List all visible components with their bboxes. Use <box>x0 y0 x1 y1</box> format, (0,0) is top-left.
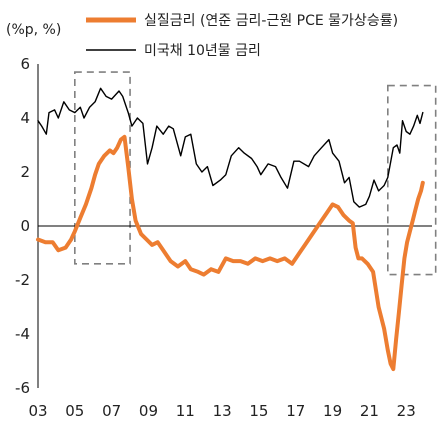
axes: 6 4 2 0 -2 -4 -6 03 05 07 09 11 13 15 17 19 21 23 <box>15 55 432 420</box>
legend: 실질금리 (연준 금리-근원 PCE 물가상승률) 미국채 10년물 금리 <box>86 13 398 59</box>
x-tick-label: 09 <box>139 402 158 420</box>
x-tick-label: 07 <box>102 402 121 420</box>
highlight-box-2 <box>387 84 437 276</box>
x-tick-label: 05 <box>65 402 84 420</box>
series-lines <box>36 87 425 372</box>
y-unit-label: (%p, %) <box>6 22 61 38</box>
legend-label-real-rate: 실질금리 (연준 금리-근원 PCE 물가상승률) <box>144 13 398 29</box>
legend-label-treasury-10y: 미국채 10년물 금리 <box>144 43 261 59</box>
x-tick-label: 11 <box>176 402 195 420</box>
highlight-box-1 <box>74 71 131 265</box>
y-tick-label: -2 <box>15 271 30 289</box>
x-tick-label: 21 <box>360 402 379 420</box>
x-tick-label: 03 <box>28 402 47 420</box>
series-line-real-rate <box>36 134 425 372</box>
y-tick-label: 4 <box>20 109 30 127</box>
highlight-boxes <box>74 71 437 276</box>
series-line-treasury-10y <box>37 87 424 208</box>
y-tick-label: 6 <box>20 55 30 73</box>
x-tick-label: 15 <box>249 402 268 420</box>
x-tick-label: 17 <box>286 402 305 420</box>
y-tick-label: 0 <box>20 217 30 235</box>
y-tick-label: -4 <box>15 325 30 343</box>
x-tick-label: 13 <box>213 402 232 420</box>
y-tick-label: 2 <box>20 163 30 181</box>
x-tick-label: 23 <box>397 402 416 420</box>
y-tick-label: -6 <box>15 379 30 397</box>
x-tick-label: 19 <box>323 402 342 420</box>
